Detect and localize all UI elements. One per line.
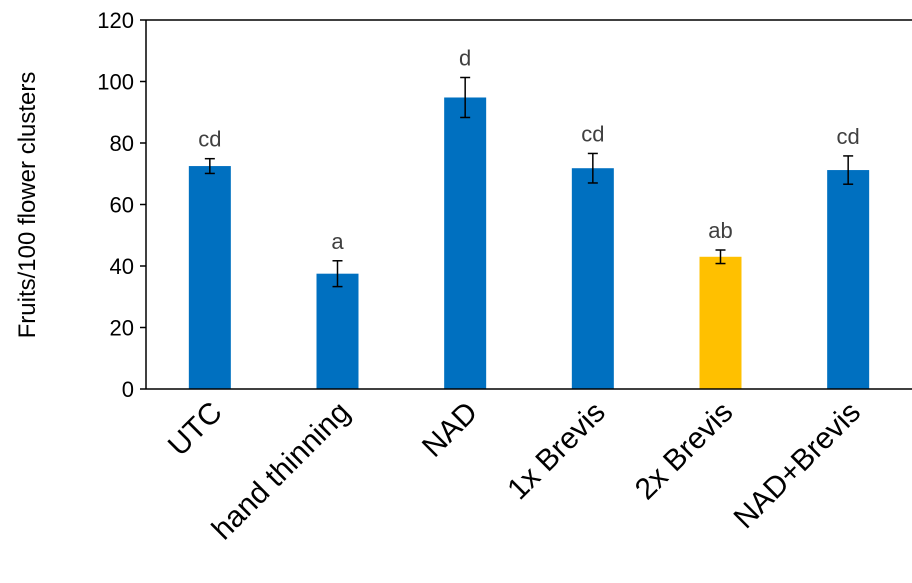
significance-letter: d: [459, 46, 471, 71]
y-tick-label: 60: [110, 193, 134, 218]
bar: [444, 97, 487, 390]
y-tick-label: 100: [97, 70, 134, 95]
y-axis: 0 20 40 60 80 100 120: [97, 8, 146, 402]
y-axis-label: Fruits/100 flower clusters: [14, 72, 41, 339]
significance-letter: cd: [198, 127, 221, 152]
error-bar: [843, 155, 854, 185]
significance-letter: a: [331, 229, 344, 254]
y-tick-label: 120: [97, 8, 134, 33]
bar: [827, 170, 870, 389]
x-tick-label: UTC: [162, 396, 229, 463]
bar: [699, 256, 742, 389]
x-tick-label: hand thinning: [206, 396, 357, 547]
x-tick-label: 1x Brevis: [501, 396, 612, 507]
significance-letter: ab: [708, 218, 732, 243]
bar: [571, 168, 614, 389]
bars: [188, 97, 870, 390]
significance-letter: cd: [581, 121, 604, 146]
x-tick-label: NAD+Brevis: [728, 396, 867, 535]
x-tick-label: 2x Brevis: [629, 396, 740, 507]
error-bars: [204, 76, 854, 288]
error-bar: [460, 76, 471, 119]
y-tick-label: 80: [110, 131, 134, 156]
error-bar: [715, 249, 726, 265]
bar: [316, 273, 359, 389]
significance-letter: cd: [837, 124, 860, 149]
error-bar: [332, 260, 343, 288]
y-tick-label: 20: [110, 316, 134, 341]
y-tick-label: 40: [110, 254, 134, 279]
error-bar: [587, 152, 598, 184]
significance-letters: cd a d cd ab cd: [198, 46, 860, 254]
axes-frame: [145, 19, 912, 390]
x-tick-label: NAD: [416, 396, 484, 464]
y-tick-label: 0: [122, 377, 134, 402]
bar: [188, 166, 231, 389]
error-bar: [204, 157, 215, 175]
